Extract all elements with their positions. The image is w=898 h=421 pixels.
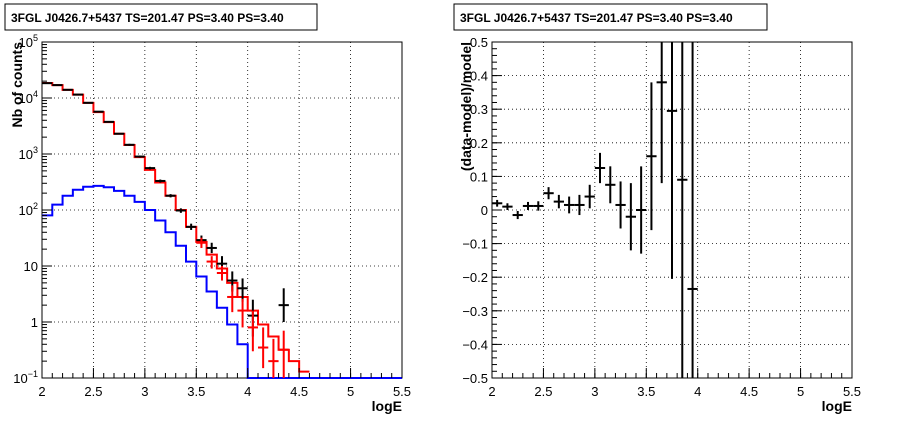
counts-x-tick-label: 2.5 [84, 384, 102, 399]
residual-point [584, 184, 595, 209]
residual-point [564, 196, 575, 214]
residual-x-tick-label: 2 [488, 384, 495, 399]
residual-x-tick-label: 4.5 [740, 384, 758, 399]
data-point-red [216, 266, 228, 281]
residual-y-tick-label: 0.4 [470, 69, 488, 84]
data-point-black [206, 242, 217, 254]
residual-point [594, 152, 606, 184]
counts-x-tick-label: 5.5 [393, 384, 411, 399]
data-point-black [103, 120, 114, 123]
data-point-red [237, 298, 248, 328]
residual-y-tick-label: −0.3 [462, 304, 488, 319]
residual-title-box [453, 3, 768, 31]
residual-y-tick-label: 0.1 [470, 169, 488, 184]
data-point-black [278, 288, 289, 322]
counts-x-tick-label: 3.5 [187, 384, 205, 399]
data-point-black [62, 88, 73, 91]
counts-y-tick-label: 102 [19, 201, 38, 218]
residual-x-tick-label: 2.5 [534, 384, 552, 399]
data-point-red [258, 327, 269, 369]
data-point-black [83, 101, 94, 104]
data-point-black [186, 223, 197, 230]
data-point-black [134, 155, 145, 158]
counts-title-box [4, 3, 318, 31]
residual-axes: 2 2.5 3 3.5 4 4.5 5 5.5 0.5 0.4 0.3 0.2 0.1 0 −0.1 −0.2… [462, 35, 861, 399]
residual-point [553, 194, 564, 209]
counts-x-tick-label: 5 [347, 384, 354, 399]
counts-xlabel: logE [372, 398, 402, 414]
data-point-red [278, 330, 289, 378]
data-point-black [165, 194, 176, 198]
data-point-black [237, 278, 248, 302]
data-point-red [247, 310, 258, 352]
data-point-red [227, 285, 238, 313]
residual-x-tick-label: 3 [591, 384, 598, 399]
counts-title: 3FGL J0426.7+5437 TS=201.47 PS=3.40 PS=3… [11, 11, 284, 25]
residual-x-tick-label: 5.5 [843, 384, 861, 399]
residual-ylabel: (data-model)/model [458, 42, 474, 171]
residual-y-tick-label: 0.3 [470, 102, 488, 117]
residual-point [636, 166, 647, 254]
residual-point [605, 166, 616, 204]
residual-panel: 2 2.5 3 3.5 4 4.5 5 5.5 0.5 0.4 0.3 0.2 0.1 0 −0.1 −0.2… [453, 3, 861, 414]
residual-point [574, 194, 585, 216]
residual-y-tick-label: −0.1 [462, 237, 488, 252]
residual-y-tick-label: 0.2 [470, 136, 488, 151]
residual-point [677, 42, 688, 378]
data-point-red [268, 338, 279, 378]
residual-point [543, 187, 554, 200]
residual-point [656, 42, 667, 184]
residual-point [625, 183, 636, 251]
counts-plot [42, 82, 402, 379]
counts-x-tick-label: 3 [141, 384, 148, 399]
residual-point [687, 42, 698, 378]
residual-y-tick-label: 0.5 [470, 35, 488, 50]
residual-x-tick-label: 4 [694, 384, 701, 399]
data-point-black [52, 84, 63, 87]
residual-y-tick-label: 0 [481, 203, 488, 218]
residual-y-tick-label: −0.2 [462, 270, 488, 285]
data-point-black [124, 143, 135, 146]
residual-point [512, 211, 523, 220]
source-model-step-line [42, 184, 402, 379]
residual-y-tick-label: −0.5 [462, 371, 488, 386]
counts-y-tick-label: 10−1 [13, 369, 38, 386]
counts-x-tick-label: 2 [38, 384, 45, 399]
residual-x-tick-label: 5 [797, 384, 804, 399]
data-point-black [93, 110, 104, 113]
residual-xlabel: logE [822, 398, 852, 414]
data-point-black [42, 82, 53, 85]
data-point-red [196, 237, 207, 248]
counts-x-tick-label: 4.5 [290, 384, 308, 399]
data-point-black [175, 208, 186, 213]
residual-plot [492, 42, 698, 378]
residual-point [533, 201, 544, 211]
residual-x-tick-label: 3.5 [637, 384, 655, 399]
data-point-red [206, 256, 217, 269]
counts-y-tick-label: 10 [24, 259, 38, 274]
data-point-black [144, 166, 156, 170]
residual-point [522, 201, 534, 210]
data-point-black [114, 132, 125, 135]
counts-ylabel: Nb of counts [9, 42, 25, 128]
counts-x-tick-label: 4 [244, 384, 251, 399]
counts-y-tick-label: 103 [19, 145, 38, 162]
residual-y-tick-label: −0.4 [462, 337, 488, 352]
residual-title: 3FGL J0426.7+5437 TS=201.47 PS=3.40 PS=3… [460, 11, 733, 25]
residual-point [502, 203, 513, 210]
residual-point [615, 181, 626, 229]
data-point-black [72, 93, 84, 96]
counts-y-tick-label: 1 [31, 315, 38, 330]
data-point-black [155, 179, 166, 183]
residual-point [646, 82, 657, 231]
residual-point [666, 42, 678, 279]
